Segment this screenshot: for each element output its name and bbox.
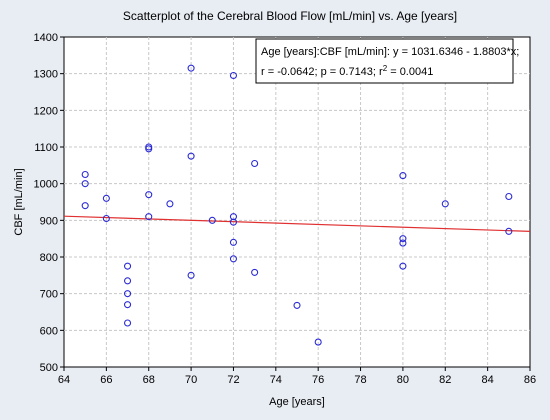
data-point	[399, 235, 407, 243]
x-axis-label: Age [years]	[269, 396, 325, 408]
axis-ticks: 64 66 68 70 72 74 76 78 80 82 84 86 500 600 700 800 900 1…	[34, 32, 537, 386]
data-point	[187, 64, 195, 72]
data-points	[81, 64, 513, 346]
y-tick-label: 800	[40, 252, 58, 264]
data-point	[123, 262, 132, 270]
data-point	[102, 194, 110, 202]
data-point	[399, 239, 407, 247]
x-tick-label: 76	[312, 374, 324, 386]
y-tick-label: 900	[40, 215, 58, 227]
data-point	[166, 200, 174, 208]
x-tick-label: 72	[227, 374, 239, 386]
data-point	[145, 191, 153, 199]
data-point	[208, 216, 216, 224]
regression-line	[63, 215, 531, 232]
x-tick-label: 70	[185, 374, 197, 386]
chart-title: Scatterplot of the Cerebral Blood Flow […	[123, 9, 457, 23]
data-point	[187, 152, 195, 160]
regression-equation: Age [years]:CBF [mL/min]: y = 1031.6346 …	[261, 46, 519, 58]
data-point	[229, 71, 238, 80]
x-tick-label: 74	[270, 374, 282, 386]
data-point	[251, 268, 259, 276]
x-tick-label: 68	[143, 374, 155, 386]
x-tick-label: 78	[354, 374, 366, 386]
data-point	[81, 170, 89, 179]
data-point	[314, 338, 322, 346]
data-point	[81, 180, 89, 188]
data-point	[123, 277, 132, 285]
data-point	[187, 271, 195, 279]
data-point	[145, 213, 153, 221]
data-point	[229, 238, 238, 246]
data-point	[505, 192, 513, 201]
x-tick-label: 86	[524, 374, 536, 386]
regression-line-group	[63, 215, 531, 232]
y-tick-label: 1100	[34, 142, 58, 154]
data-point	[251, 159, 259, 168]
data-point	[399, 172, 407, 180]
grid-lines	[64, 37, 530, 367]
y-tick-label: 1000	[34, 179, 58, 191]
data-point	[123, 301, 132, 309]
y-tick-label: 1400	[34, 32, 58, 44]
regression-stats: r = -0.0642; p = 0.7143; r2 = 0.0041	[261, 64, 433, 78]
data-point	[81, 202, 89, 210]
y-tick-label: 600	[40, 325, 58, 337]
stats-box-frame	[255, 38, 514, 84]
data-point	[145, 145, 153, 153]
data-point	[505, 227, 513, 235]
y-tick-label: 700	[40, 289, 58, 301]
plot-area	[63, 36, 531, 368]
x-tick-label: 66	[100, 374, 112, 386]
data-point	[229, 255, 238, 263]
regression-stats-value: = 0.0041	[387, 66, 433, 78]
data-point	[441, 200, 449, 208]
x-tick-label: 84	[482, 374, 494, 386]
data-point	[123, 290, 132, 298]
regression-stats-main: r = -0.0642; p = 0.7143; r	[261, 66, 383, 78]
y-axis-label: CBF [mL/min]	[13, 168, 25, 235]
x-tick-label: 80	[397, 374, 409, 386]
regression-stats-superscript: 2	[383, 64, 388, 73]
data-point	[102, 214, 110, 223]
data-point	[399, 262, 407, 270]
data-point	[123, 319, 132, 327]
y-tick-label: 500	[40, 362, 58, 374]
y-tick-label: 1300	[34, 69, 58, 81]
x-tick-label: 64	[58, 374, 70, 386]
regression-stats-box: Age [years]:CBF [mL/min]: y = 1031.6346 …	[255, 38, 519, 84]
data-point	[229, 218, 238, 226]
y-tick-label: 1200	[34, 105, 58, 117]
x-tick-label: 82	[439, 374, 451, 386]
data-point	[293, 301, 301, 309]
